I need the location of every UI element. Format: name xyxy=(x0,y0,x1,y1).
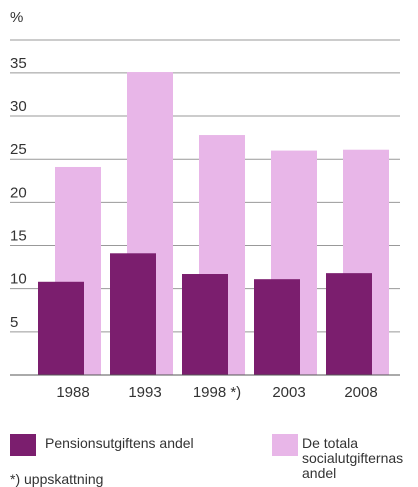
y-tick-label: 30 xyxy=(10,98,27,115)
legend-swatch xyxy=(10,434,36,456)
footnote: *) uppskattning xyxy=(10,471,104,487)
x-tick-label: 2003 xyxy=(272,384,305,400)
bar xyxy=(254,279,300,375)
unit-label: % xyxy=(10,9,23,26)
legend-label: Pensionsutgiftens andel xyxy=(45,435,194,451)
bar xyxy=(110,253,156,375)
bar xyxy=(38,281,84,375)
y-tick-label: 5 xyxy=(10,314,18,331)
x-tick-label: 1993 xyxy=(128,384,161,400)
legend-label: De totala socialutgifternas andel xyxy=(302,435,404,481)
bar xyxy=(326,273,372,375)
y-tick-label: 20 xyxy=(10,184,27,201)
bar xyxy=(182,274,228,375)
y-tick-label: 10 xyxy=(10,271,27,288)
y-tick-label: 25 xyxy=(10,141,27,158)
x-tick-label: 2008 xyxy=(344,384,377,400)
x-tick-label: 1988 xyxy=(56,384,89,400)
y-tick-label: 15 xyxy=(10,228,27,245)
x-tick-label: 1998 *) xyxy=(193,384,241,400)
y-tick-label: 35 xyxy=(10,55,27,72)
chart: % 5 10 15 20 25 30 35 1988 1993 1998 *) 2003 2008 xyxy=(10,9,400,401)
legend-swatch xyxy=(272,434,298,456)
